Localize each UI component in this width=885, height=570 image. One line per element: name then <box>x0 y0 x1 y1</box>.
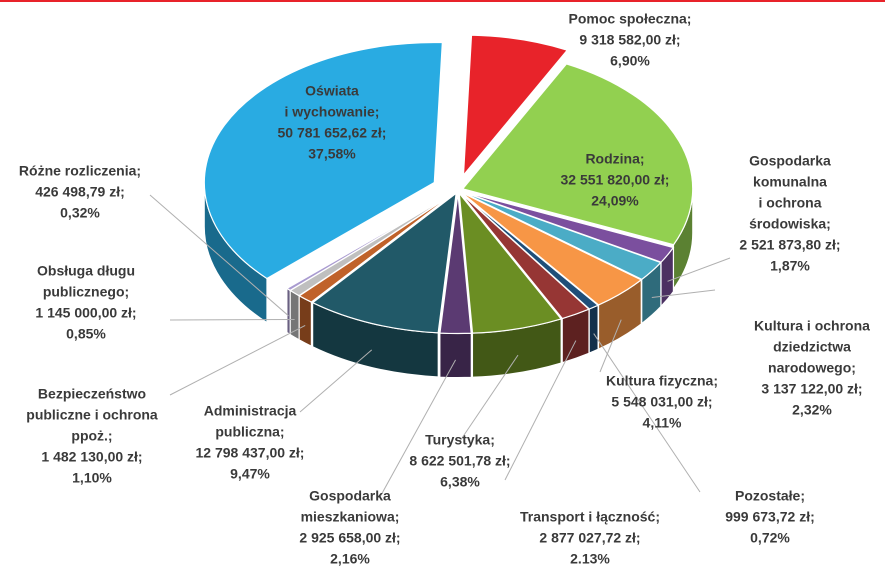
slice-name: i ochrona <box>758 195 821 211</box>
leader-line <box>299 349 373 413</box>
slice-name: Pozostałe; <box>735 488 805 504</box>
value-label: 32 551 820,00 zł; <box>561 172 670 188</box>
value-label: 999 673,72 zł; <box>725 509 815 525</box>
percent-label: 0,72% <box>750 530 790 546</box>
slice-name: Gospodarka <box>749 153 831 169</box>
slice-side <box>588 304 599 354</box>
value-label: 2 877 027,72 zł; <box>539 530 640 546</box>
slice-name: Obsługa długu <box>37 263 135 279</box>
value-label: 2 521 873,80 zł; <box>739 237 840 253</box>
slice-name: Różne rozliczenia; <box>19 163 141 179</box>
pie-sides <box>203 182 694 378</box>
value-label: 3 137 122,00 zł; <box>761 381 862 397</box>
slice <box>311 191 457 334</box>
slice <box>285 191 455 292</box>
value-label: 5 548 031,00 zł; <box>611 394 712 410</box>
slice-name: Pomoc społeczna; <box>569 11 692 27</box>
percent-label: 2,16% <box>330 551 370 567</box>
value-label: 50 781 652,62 zł; <box>278 125 387 141</box>
leader-line <box>593 333 701 493</box>
slice-name: Rodzina; <box>585 151 644 167</box>
slice-name: środowiska; <box>749 216 831 232</box>
slice-name: mieszkaniowa; <box>301 509 400 525</box>
slice-name: publicznego; <box>43 284 129 300</box>
slice <box>458 191 563 334</box>
slice-side <box>298 294 312 347</box>
value-label: 12 798 437,00 zł; <box>196 445 305 461</box>
slice-name: publiczna; <box>215 424 284 440</box>
slice-name: ppoż.; <box>71 428 112 444</box>
top-border <box>0 0 885 2</box>
slice-name: Gospodarka <box>309 488 391 504</box>
percent-label: 6,38% <box>440 474 480 490</box>
slice-name: Turystyka; <box>425 432 495 448</box>
percent-label: 4,11% <box>643 415 682 431</box>
labels: Pomoc społeczna; 9 318 582,00 zł; 6,90% Rod… <box>19 11 870 567</box>
slice <box>460 192 591 320</box>
slice-name: komunalna <box>753 174 827 190</box>
slice-side <box>439 332 472 378</box>
value-label: 1 482 130,00 zł; <box>41 449 142 465</box>
percent-label: 1,10% <box>72 470 112 486</box>
value-label: 8 622 501,78 zł; <box>409 453 510 469</box>
leader-line <box>379 359 457 498</box>
slice <box>203 41 443 280</box>
leader-line <box>504 340 577 481</box>
leader-line <box>459 354 519 442</box>
slice <box>462 34 569 177</box>
percent-label: 0,85% <box>66 326 106 342</box>
slice <box>461 191 643 306</box>
percent-label: 2,32% <box>792 402 832 418</box>
value-label: 2 925 658,00 zł; <box>299 530 400 546</box>
leader-line <box>599 319 622 373</box>
percent-label: 9,47% <box>230 466 270 482</box>
percent-label: 0,32% <box>60 205 100 221</box>
leader-line <box>149 194 289 317</box>
percent-label: 2.13% <box>570 551 610 567</box>
slice-name: Oświata <box>305 83 359 99</box>
leader-line <box>169 324 306 396</box>
slice-name: narodowego; <box>768 360 856 376</box>
slice <box>461 63 694 246</box>
slice-name: Kultura i ochrona <box>754 318 870 334</box>
slice <box>461 191 662 281</box>
value-label: 426 498,79 zł; <box>35 184 125 200</box>
slice-name: publiczne i ochrona <box>26 407 158 423</box>
percent-label: 6,90% <box>610 53 650 69</box>
leader-line <box>667 257 731 282</box>
leader-lines <box>149 194 731 498</box>
slice-name: Administracja <box>204 403 297 419</box>
slice-side <box>286 287 291 336</box>
slice-name: Kultura fizyczna; <box>606 373 718 389</box>
value-label: 1 145 000,00 zł; <box>35 305 136 321</box>
slice <box>439 193 472 335</box>
slice-name: Bezpieczeństwo <box>38 386 146 402</box>
slice-name: i wychowanie; <box>285 104 380 120</box>
value-label: 9 318 582,00 zł; <box>579 32 680 48</box>
pie-tops <box>203 34 694 335</box>
percent-label: 37,58% <box>308 146 356 162</box>
slice-name: Transport i łączność; <box>520 509 660 525</box>
percent-label: 24,09% <box>591 193 639 209</box>
percent-label: 1,87% <box>770 258 810 274</box>
leader-line <box>651 289 716 299</box>
slice-name: dziedzictwa <box>773 339 851 355</box>
